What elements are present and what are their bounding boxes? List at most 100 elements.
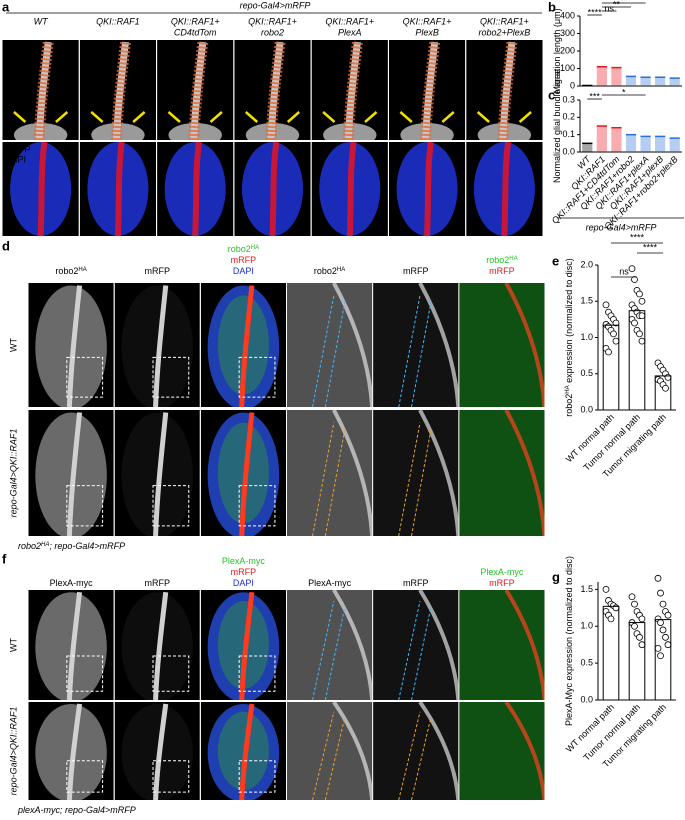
disc-edge — [418, 283, 459, 407]
significance-label: **** — [588, 7, 603, 17]
panel-label: f — [2, 551, 7, 566]
arrow — [476, 111, 490, 123]
text-run: mRFP — [231, 255, 257, 265]
y-tick-label: 1.5 — [580, 296, 593, 306]
micrograph — [234, 142, 311, 236]
disc-edge — [418, 410, 459, 536]
panel-label: b — [548, 0, 556, 14]
arrow — [364, 111, 378, 123]
micrograph — [373, 590, 459, 700]
y-tick-label: 0.3 — [562, 94, 575, 104]
arrow — [167, 111, 181, 123]
arrow — [132, 111, 146, 123]
disc-edge — [418, 590, 459, 700]
data-point — [605, 348, 612, 356]
column-header: PlexB — [415, 27, 439, 37]
y-tick-label: 0 — [570, 80, 575, 90]
column-header: PlexA-myc — [480, 567, 524, 577]
data-point — [610, 330, 617, 338]
signal — [217, 422, 269, 524]
data-point — [659, 600, 667, 608]
column-header: robo2HA — [55, 266, 86, 276]
micrograph — [200, 410, 286, 536]
superscript: HA — [337, 267, 345, 273]
micrograph — [287, 283, 373, 407]
text-run: robo2 — [486, 255, 509, 265]
text-run: PlexA-myc — [50, 578, 94, 588]
y-tick-label: 0.2 — [562, 112, 575, 122]
tissue — [287, 590, 373, 700]
path-outline — [398, 600, 432, 700]
glial-stalk — [192, 142, 203, 236]
micrograph — [79, 142, 157, 236]
glial-stalk — [66, 703, 83, 800]
glial-stalk — [153, 285, 169, 407]
data-point — [657, 652, 664, 660]
arrow — [90, 111, 104, 123]
disc-edge — [418, 702, 459, 800]
micrograph — [200, 283, 286, 407]
tissue — [373, 590, 459, 700]
micrograph — [287, 590, 373, 700]
y-axis-label: Normalized glial bundle area — [552, 69, 562, 183]
bar — [596, 66, 607, 86]
trace — [497, 41, 518, 140]
caption: plexA-myc; repo-Gal4>mRFP — [17, 805, 136, 815]
column-header: robo2HA — [228, 244, 259, 254]
zoom-box — [238, 356, 276, 398]
y-tick-label: 300 — [560, 28, 575, 38]
micrograph — [28, 410, 114, 536]
bar — [640, 136, 651, 152]
arrow — [244, 111, 259, 123]
bar — [655, 77, 666, 86]
column-header: QKI::RAF1+ — [480, 16, 529, 26]
column-header: mRFP — [489, 578, 515, 588]
chart-footer: repo-Gal4>mRFP — [586, 222, 657, 232]
bar — [669, 138, 680, 152]
significance-label: * — [622, 87, 626, 97]
y-tick-label: 400 — [560, 10, 575, 20]
y-tick-label: 200 — [560, 45, 575, 55]
text-run: mRFP — [145, 578, 171, 588]
data-point — [631, 319, 638, 327]
micrograph — [459, 702, 545, 800]
glial-stalk — [269, 142, 280, 236]
trace — [110, 41, 132, 140]
bar — [611, 67, 622, 86]
column-header: robo2HA — [486, 255, 517, 265]
column-header: DAPI — [233, 266, 254, 276]
data-point — [664, 611, 672, 619]
zoom-box — [66, 760, 104, 793]
signal — [217, 295, 269, 395]
micrograph — [200, 590, 286, 700]
data-point — [662, 633, 669, 641]
micrograph — [114, 590, 200, 700]
text-run: PlexA-myc — [308, 578, 352, 588]
zoom-box — [238, 760, 276, 793]
arrow — [322, 111, 336, 123]
bar — [640, 77, 651, 86]
disc-edge — [504, 410, 545, 536]
text-run: DAPI — [233, 266, 254, 276]
micrograph — [2, 40, 79, 140]
column-header: QKI::RAF1+ — [403, 16, 452, 26]
signal — [217, 711, 269, 791]
trace — [265, 41, 286, 140]
significance-label: *** — [589, 91, 600, 101]
row-label: WT — [8, 338, 18, 352]
data-point — [612, 319, 620, 327]
panel-label: d — [2, 238, 10, 253]
zoom-box — [238, 485, 276, 527]
y-tick-label: 1.0 — [580, 621, 593, 631]
y-axis-label: Migration length (μm) — [552, 8, 562, 93]
disc-edge — [332, 590, 373, 700]
panel-label: g — [552, 569, 560, 584]
glial-stalk — [424, 142, 434, 236]
glial-stalk — [346, 142, 357, 236]
channel-label: DAPI — [5, 154, 26, 164]
y-tick-label: 0.5 — [580, 368, 593, 378]
column-header: DAPI — [233, 578, 254, 588]
micrograph — [28, 283, 114, 407]
data-point — [638, 615, 646, 623]
column-header: robo2 — [261, 27, 284, 37]
